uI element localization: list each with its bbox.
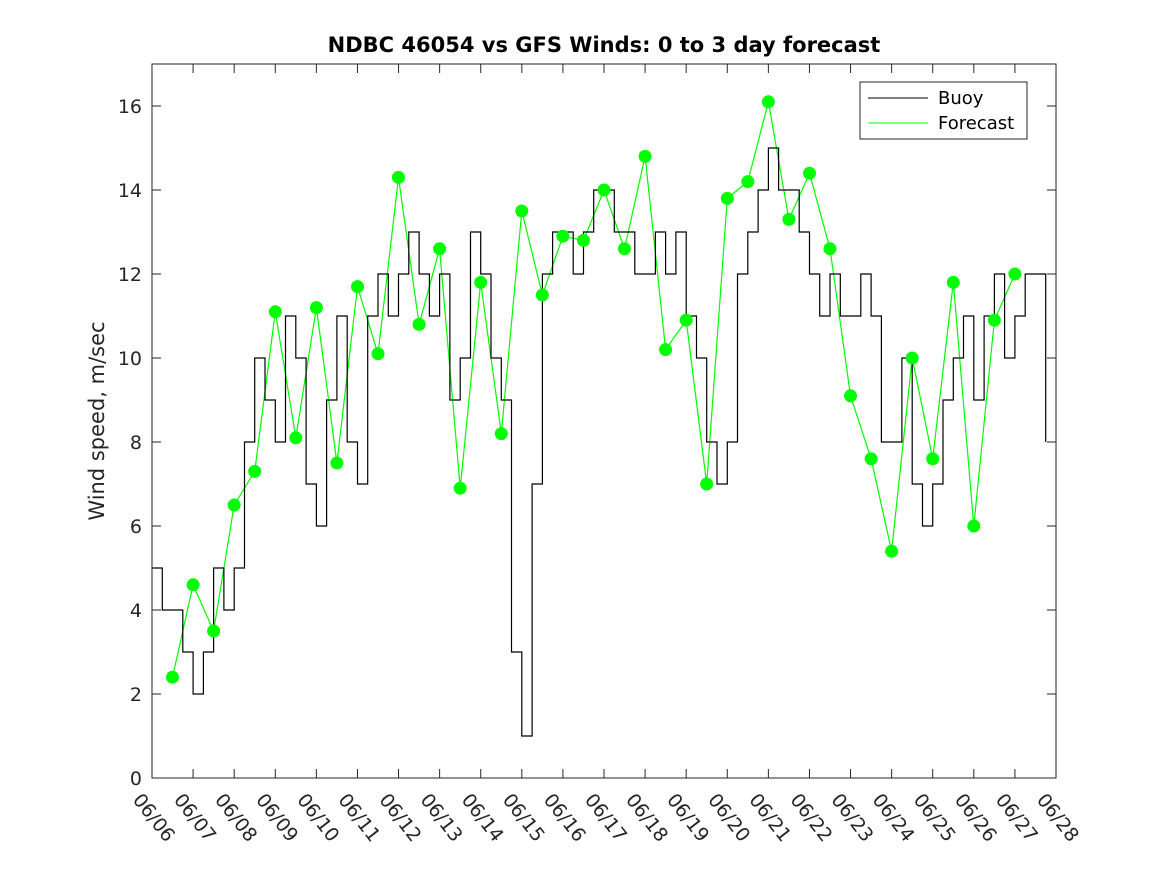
x-tick-label: 06/23 — [827, 790, 878, 847]
buoy-line — [152, 147, 1047, 737]
x-tick-label: 06/11 — [334, 790, 385, 847]
forecast-point — [741, 175, 755, 189]
plot-background — [152, 64, 1056, 778]
forecast-point — [659, 343, 673, 357]
x-tick-label: 06/18 — [621, 790, 672, 847]
plot-area — [152, 64, 1056, 778]
forecast-point — [946, 275, 960, 289]
forecast-point — [885, 544, 899, 558]
forecast-point — [577, 233, 590, 247]
forecast-point — [823, 242, 837, 256]
forecast-point — [803, 166, 816, 180]
forecast-point — [186, 578, 200, 592]
y-tick-label: 2 — [130, 684, 142, 706]
forecast-point — [392, 170, 405, 184]
forecast-point — [926, 452, 940, 466]
forecast-point — [309, 301, 323, 315]
y-axis: 0 2 4 6 8 10 12 14 16 — [118, 96, 1056, 790]
forecast-point — [967, 519, 981, 533]
x-tick-label: 06/13 — [416, 790, 467, 847]
forecast-point — [207, 624, 221, 638]
y-axis-label: Wind speed, m/sec — [85, 321, 109, 520]
y-tick-label: 16 — [118, 96, 142, 118]
forecast-point — [351, 280, 364, 294]
forecast-point — [638, 149, 652, 163]
forecast-point — [371, 347, 385, 361]
forecast-point — [227, 498, 241, 512]
forecast-point — [515, 204, 529, 218]
y-tick-label: 0 — [130, 768, 142, 790]
y-tick-label: 4 — [130, 600, 142, 622]
x-tick-label: 06/27 — [991, 790, 1042, 847]
forecast-point — [535, 288, 549, 302]
x-tick-label: 06/09 — [251, 790, 302, 847]
y-tick-label: 12 — [118, 264, 142, 286]
x-tick-label: 06/24 — [868, 790, 919, 847]
x-tick-label: 06/15 — [498, 790, 549, 847]
legend-box — [859, 81, 1028, 140]
series-layer — [152, 101, 1047, 737]
y-tick-label: 10 — [118, 348, 142, 370]
x-tick-label: 06/21 — [744, 790, 795, 847]
x-tick-label: 06/14 — [457, 790, 508, 847]
axes-box — [151, 63, 1057, 779]
forecast-point — [412, 317, 426, 331]
forecast-point — [433, 242, 447, 256]
x-tick-label: 06/16 — [539, 790, 590, 847]
forecast-point — [720, 191, 734, 205]
y-tick-label: 8 — [130, 432, 142, 454]
forecast-point — [700, 477, 714, 491]
forecast-point — [761, 95, 775, 109]
forecast-point — [453, 481, 467, 495]
forecast-point — [289, 431, 303, 445]
legend: Buoy Forecast — [859, 81, 1028, 140]
legend-label-buoy: Buoy — [938, 88, 984, 109]
forecast-point — [864, 452, 878, 466]
x-tick-label: 06/28 — [1032, 790, 1083, 847]
x-tick-label: 06/08 — [210, 790, 261, 847]
forecast-point — [556, 229, 570, 243]
x-tick-label: 06/12 — [375, 790, 426, 847]
x-tick-label: 06/22 — [786, 790, 837, 847]
x-tick-label: 06/10 — [292, 790, 343, 847]
forecast-point — [248, 464, 262, 478]
forecast-point — [905, 351, 919, 365]
forecast-point — [618, 242, 631, 256]
x-tick-label: 06/07 — [169, 790, 220, 847]
x-tick-label: 06/20 — [703, 790, 754, 847]
y-tick-label: 14 — [118, 180, 142, 202]
forecast-point — [1008, 267, 1022, 281]
chart-title: NDBC 46054 vs GFS Winds: 0 to 3 day fore… — [328, 33, 881, 57]
x-tick-label: 06/06 — [128, 790, 179, 847]
legend-label-forecast: Forecast — [938, 113, 1014, 134]
forecast-markers — [166, 95, 1022, 684]
forecast-point — [474, 275, 488, 289]
forecast-point — [597, 183, 611, 197]
x-tick-label: 06/26 — [950, 790, 1001, 847]
forecast-point — [494, 427, 508, 441]
forecast-point — [679, 313, 693, 327]
forecast-point — [330, 456, 344, 470]
x-tick-label: 06/19 — [662, 790, 713, 847]
plot-frame — [151, 63, 1057, 779]
forecast-point — [987, 313, 1001, 327]
forecast-point — [166, 670, 179, 684]
forecast-point — [782, 212, 796, 226]
x-tick-label: 06/17 — [580, 790, 631, 847]
y-tick-label: 6 — [130, 516, 142, 538]
x-tick-label: 06/25 — [909, 790, 960, 847]
forecast-point — [844, 389, 857, 403]
forecast-point — [268, 305, 282, 319]
